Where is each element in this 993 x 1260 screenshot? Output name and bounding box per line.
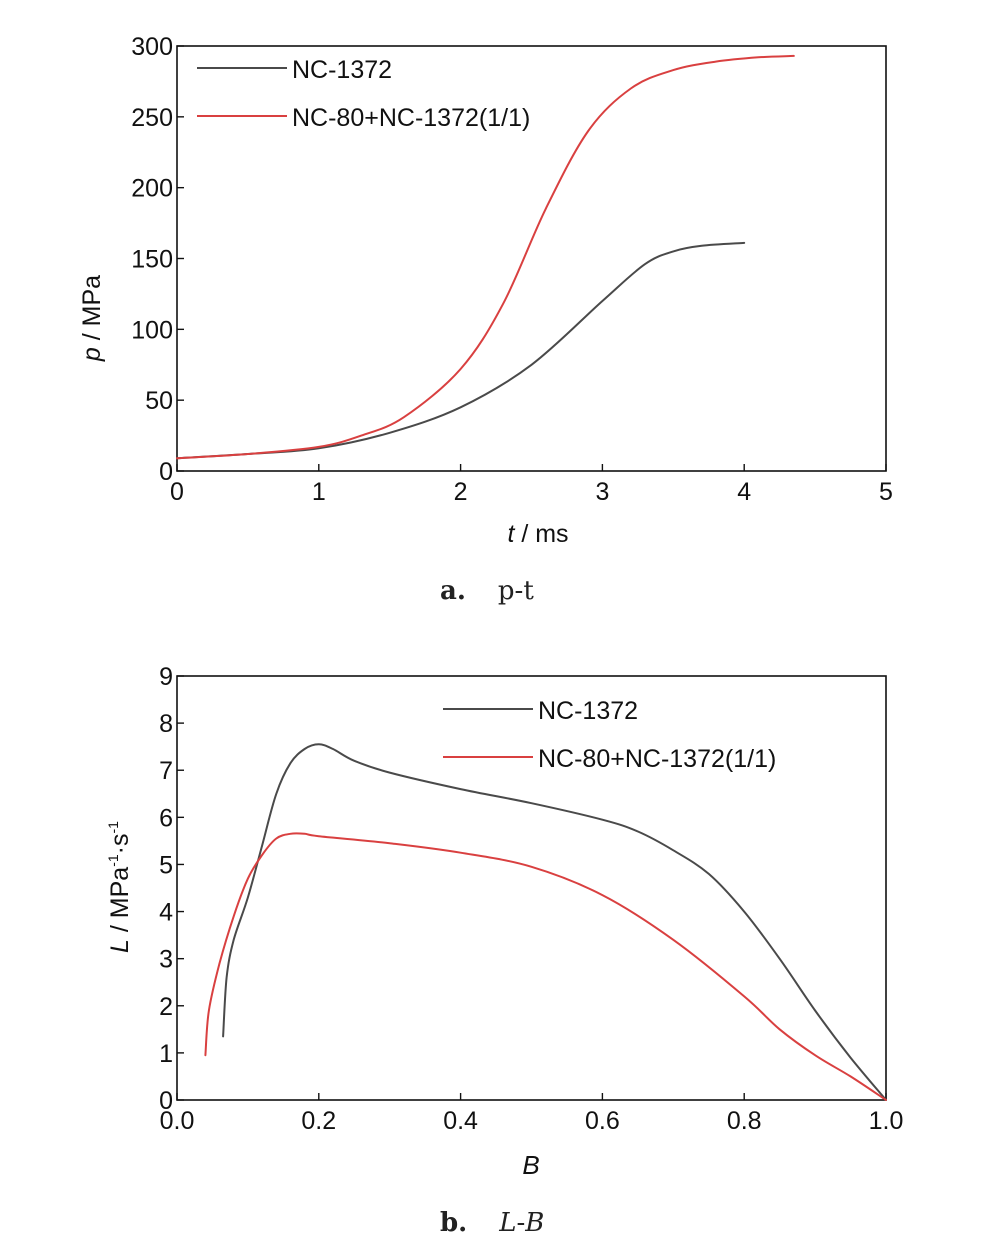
chart-b-xtick-label: 0.0 xyxy=(160,1107,195,1135)
chart-b-ytick-label: 9 xyxy=(159,663,173,691)
ylabel-unit: MPa xyxy=(78,275,106,327)
chart-a-ytick-label: 50 xyxy=(145,387,173,415)
caption-b-b: B xyxy=(525,1208,545,1238)
chart-b-legend: NC-1372 NC-80+NC-1372(1/1) xyxy=(443,697,776,773)
legend-label-nc1372: NC-1372 xyxy=(292,56,392,84)
ylabel-sup1-b: -1 xyxy=(105,854,121,867)
ylabel-sup2-b: -1 xyxy=(105,821,121,834)
chart-b-series xyxy=(204,743,887,1101)
chart-b-ytick-label: 3 xyxy=(159,946,173,974)
chart-a-xtick-label: 2 xyxy=(454,478,468,506)
xlabel-sep: / xyxy=(514,520,535,548)
chart-b-xtick-label: 0.2 xyxy=(301,1107,336,1135)
chart-a-series xyxy=(176,54,795,460)
chart-b-ylabel: L / MPa-1·s-1 xyxy=(105,821,134,953)
chart-a-ytick-label: 200 xyxy=(131,175,173,203)
caption-b-dash: - xyxy=(516,1208,526,1238)
chart-a-ytick-label: 250 xyxy=(131,104,173,132)
legend-label-nc80-nc1372-b: NC-80+NC-1372(1/1) xyxy=(538,745,776,773)
chart-b-series-line-0 xyxy=(222,743,887,1101)
ylabel-sep-b: / xyxy=(106,918,134,939)
ylabel-sep: / xyxy=(78,326,106,347)
chart-a-xtick-label: 4 xyxy=(737,478,751,506)
chart-b-xtick-label: 0.4 xyxy=(443,1107,478,1135)
chart-b-ytick-label: 0 xyxy=(159,1087,173,1115)
chart-b-xtick-label: 0.6 xyxy=(585,1107,620,1135)
chart-a-ylabel: p / MPa xyxy=(78,275,106,362)
chart-a-ytick-label: 300 xyxy=(131,33,173,61)
chart-a-series-line-1 xyxy=(176,54,795,460)
chart-a-xlabel: t / ms xyxy=(507,520,568,548)
chart-b-xtick-label: 0.8 xyxy=(727,1107,762,1135)
xlabel-unit: ms xyxy=(535,520,568,548)
caption-b-letter: b. xyxy=(440,1208,468,1238)
chart-a-xtick-label: 5 xyxy=(879,478,893,506)
chart-a-ytick-label: 0 xyxy=(159,458,173,486)
legend-label-nc1372-b: NC-1372 xyxy=(538,697,638,725)
caption-a-letter: a. xyxy=(440,576,466,606)
chart-b: 0.0 0.2 0.4 0.6 0.8 1.0 0 1 2 3 4 5 6 7 8 9 NC-1372 NC-… xyxy=(105,663,903,1180)
chart-a-legend: NC-1372 NC-80+NC-1372(1/1) xyxy=(197,56,530,132)
chart-a-ytick-label: 150 xyxy=(131,246,173,274)
caption-b: b. L-B xyxy=(440,1208,544,1238)
ylabel-var: p xyxy=(78,347,106,362)
chart-b-xlabel: B xyxy=(522,1150,539,1180)
chart-b-xtick-label: 1.0 xyxy=(869,1107,904,1135)
chart-b-ytick-label: 8 xyxy=(159,710,173,738)
chart-b-ytick-label: 1 xyxy=(159,1040,173,1068)
chart-b-series-line-1 xyxy=(204,832,887,1101)
ylabel-var-b: L xyxy=(106,939,134,953)
caption-b-l: L xyxy=(499,1208,517,1238)
caption-a: a. p-t xyxy=(440,576,534,606)
legend-label-nc80-nc1372: NC-80+NC-1372(1/1) xyxy=(292,104,530,132)
chart-a-xtick-label: 0 xyxy=(170,478,184,506)
chart-b-ytick-label: 7 xyxy=(159,757,173,785)
ylabel-dot-b: ·s xyxy=(106,834,134,855)
chart-a-xtick-label: 1 xyxy=(312,478,326,506)
chart-b-ticks: 0.0 0.2 0.4 0.6 0.8 1.0 0 1 2 3 4 5 6 7 8 9 xyxy=(159,663,903,1135)
chart-b-ytick-label: 6 xyxy=(159,804,173,832)
chart-b-ytick-label: 5 xyxy=(159,851,173,879)
caption-a-text: p-t xyxy=(497,576,534,606)
chart-b-ytick-label: 4 xyxy=(159,899,173,927)
chart-a-xtick-label: 3 xyxy=(595,478,609,506)
chart-b-ytick-label: 2 xyxy=(159,993,173,1021)
chart-a-plot-frame xyxy=(176,45,887,472)
chart-a-series-line-0 xyxy=(176,241,746,460)
chart-a-ytick-label: 100 xyxy=(131,316,173,344)
ylabel-unit-b: MPa xyxy=(106,867,134,919)
xlabel-var: t xyxy=(507,520,515,548)
chart-b-plot-frame xyxy=(176,675,887,1101)
